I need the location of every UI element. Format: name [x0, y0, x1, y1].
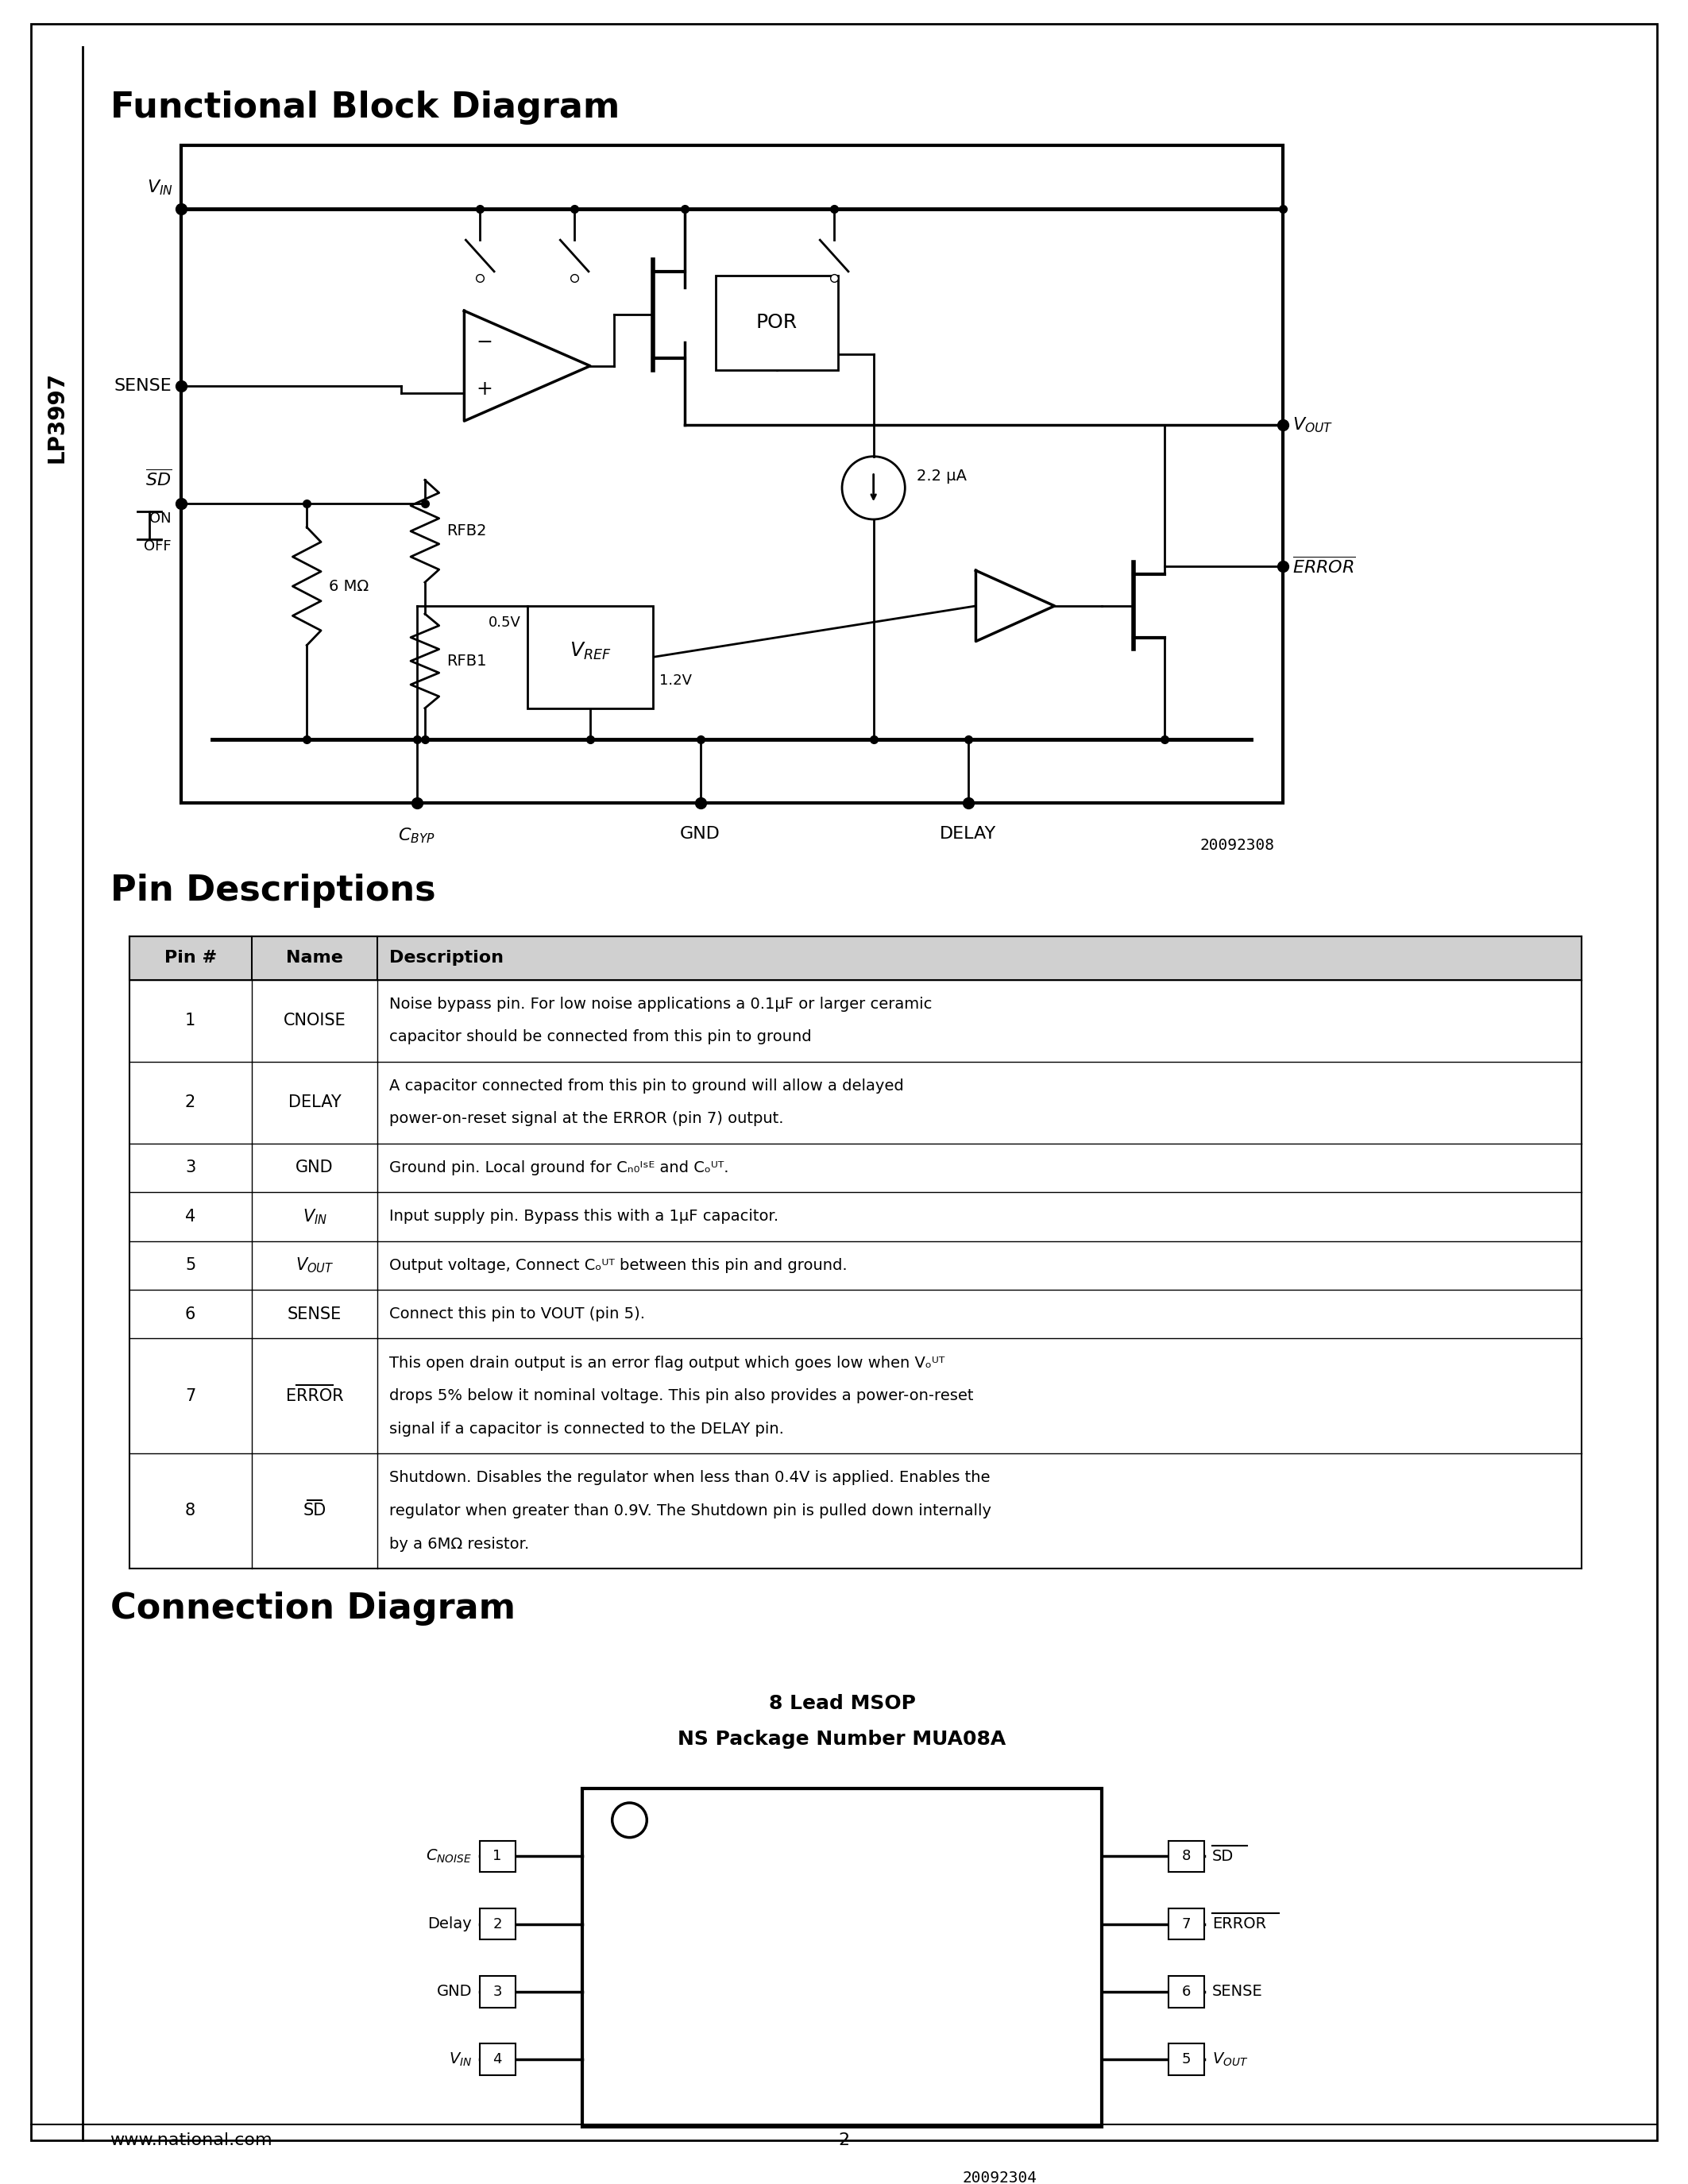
Text: 1.2V: 1.2V: [660, 673, 692, 688]
Text: POR: POR: [756, 312, 797, 332]
Text: Output voltage, Connect Cₒᵁᵀ between this pin and ground.: Output voltage, Connect Cₒᵁᵀ between thi…: [390, 1258, 847, 1273]
Text: 3: 3: [493, 1985, 501, 1998]
Text: drops 5% below it nominal voltage. This pin also provides a power-on-reset: drops 5% below it nominal voltage. This …: [390, 1389, 974, 1404]
Text: Connect this pin to VOUT (pin 5).: Connect this pin to VOUT (pin 5).: [390, 1306, 645, 1321]
Text: www.national.com: www.national.com: [110, 2132, 272, 2149]
Text: GND: GND: [295, 1160, 334, 1175]
Text: 6: 6: [1182, 1985, 1190, 1998]
Text: 20092308: 20092308: [1200, 839, 1274, 854]
Text: 8 Lead MSOP: 8 Lead MSOP: [768, 1695, 915, 1712]
Text: OFF: OFF: [143, 539, 172, 553]
Text: DELAY: DELAY: [289, 1094, 341, 1109]
Text: $V_{OUT}$: $V_{OUT}$: [1212, 2051, 1247, 2068]
Bar: [716, 275, 839, 369]
Text: 2: 2: [493, 1918, 501, 1931]
Bar: [1168, 2044, 1204, 2075]
Bar: [1168, 1841, 1204, 1872]
Text: $\overline{SD}$: $\overline{SD}$: [145, 470, 172, 489]
Text: SENSE: SENSE: [113, 378, 172, 393]
Bar: [130, 937, 1582, 981]
Text: Functional Block Diagram: Functional Block Diagram: [110, 90, 619, 124]
Text: capacitor should be connected from this pin to ground: capacitor should be connected from this …: [390, 1029, 812, 1044]
Text: Name: Name: [287, 950, 343, 965]
Text: Connection Diagram: Connection Diagram: [110, 1592, 515, 1627]
Text: Pin Descriptions: Pin Descriptions: [110, 874, 436, 909]
Text: Input supply pin. Bypass this with a 1μF capacitor.: Input supply pin. Bypass this with a 1μF…: [390, 1210, 778, 1223]
Bar: [479, 1841, 515, 1872]
Text: SENSE: SENSE: [1212, 1983, 1263, 1998]
Text: 6 MΩ: 6 MΩ: [329, 579, 368, 594]
Text: LP3997: LP3997: [46, 371, 68, 463]
Text: 1: 1: [186, 1013, 196, 1029]
Text: NS Package Number MUA08A: NS Package Number MUA08A: [679, 1730, 1006, 1749]
Bar: [479, 2044, 515, 2075]
Text: 20092304: 20092304: [962, 2171, 1036, 2184]
Text: 4: 4: [493, 2053, 501, 2066]
Text: CNOISE: CNOISE: [284, 1013, 346, 1029]
Bar: [1168, 1977, 1204, 2007]
Text: Pin #: Pin #: [164, 950, 216, 965]
Text: by a 6MΩ resistor.: by a 6MΩ resistor.: [390, 1535, 530, 1551]
Text: GND: GND: [437, 1983, 473, 1998]
Bar: [479, 1977, 515, 2007]
Bar: [582, 1789, 1102, 2127]
Bar: [1168, 1909, 1204, 1939]
Text: SD: SD: [1212, 1850, 1234, 1863]
Text: 5: 5: [1182, 2053, 1190, 2066]
Text: 0.5V: 0.5V: [488, 616, 522, 629]
Text: signal if a capacitor is connected to the DELAY pin.: signal if a capacitor is connected to th…: [390, 1422, 785, 1437]
Text: +: +: [476, 380, 493, 400]
Text: 4: 4: [186, 1208, 196, 1225]
Text: $V_{OUT}$: $V_{OUT}$: [295, 1256, 334, 1275]
Text: $V_{IN}$: $V_{IN}$: [147, 177, 172, 197]
Text: $V_{OUT}$: $V_{OUT}$: [1293, 415, 1334, 435]
Text: 7: 7: [186, 1389, 196, 1404]
Text: $V_{REF}$: $V_{REF}$: [569, 640, 611, 662]
Text: power-on-reset signal at the ERROR (pin 7) output.: power-on-reset signal at the ERROR (pin …: [390, 1112, 783, 1127]
Text: 3: 3: [186, 1160, 196, 1175]
Text: −: −: [476, 332, 493, 352]
Text: RFB1: RFB1: [447, 653, 488, 668]
Text: Delay: Delay: [427, 1918, 473, 1931]
Text: $\overline{ERROR}$: $\overline{ERROR}$: [1293, 557, 1355, 577]
Text: RFB2: RFB2: [447, 524, 488, 539]
Text: 6: 6: [186, 1306, 196, 1321]
Text: This open drain output is an error flag output which goes low when Vₒᵁᵀ: This open drain output is an error flag …: [390, 1356, 945, 1372]
Text: 2.2 μA: 2.2 μA: [917, 470, 967, 483]
Text: $V_{IN}$: $V_{IN}$: [302, 1208, 327, 1225]
Text: DELAY: DELAY: [940, 826, 996, 843]
Text: 8: 8: [1182, 1850, 1190, 1863]
Text: 1: 1: [493, 1850, 501, 1863]
Text: Shutdown. Disables the regulator when less than 0.4V is applied. Enables the: Shutdown. Disables the regulator when le…: [390, 1470, 991, 1485]
Text: 2: 2: [186, 1094, 196, 1109]
Text: 2: 2: [837, 2132, 849, 2149]
Bar: [479, 1909, 515, 1939]
Text: Noise bypass pin. For low noise applications a 0.1μF or larger ceramic: Noise bypass pin. For low noise applicat…: [390, 996, 932, 1011]
Text: 7: 7: [1182, 1918, 1190, 1931]
Text: 5: 5: [186, 1258, 196, 1273]
Text: $V_{IN}$: $V_{IN}$: [449, 2051, 473, 2068]
Text: $C_{NOISE}$: $C_{NOISE}$: [425, 1848, 473, 1865]
Text: Ground pin. Local ground for Cₙ₀ᴵˢᴱ and Cₒᵁᵀ.: Ground pin. Local ground for Cₙ₀ᴵˢᴱ and …: [390, 1160, 729, 1175]
Bar: [181, 146, 1283, 804]
Text: ERROR: ERROR: [1212, 1918, 1266, 1931]
Bar: [527, 605, 653, 708]
Text: regulator when greater than 0.9V. The Shutdown pin is pulled down internally: regulator when greater than 0.9V. The Sh…: [390, 1503, 991, 1518]
Text: ON: ON: [150, 511, 172, 526]
Text: SD: SD: [304, 1503, 326, 1518]
Text: ERROR: ERROR: [285, 1389, 344, 1404]
Text: GND: GND: [680, 826, 721, 843]
Text: 8: 8: [186, 1503, 196, 1518]
Text: SENSE: SENSE: [287, 1306, 341, 1321]
Text: $C_{BYP}$: $C_{BYP}$: [398, 826, 436, 845]
Text: Description: Description: [390, 950, 503, 965]
Text: A capacitor connected from this pin to ground will allow a delayed: A capacitor connected from this pin to g…: [390, 1079, 905, 1094]
